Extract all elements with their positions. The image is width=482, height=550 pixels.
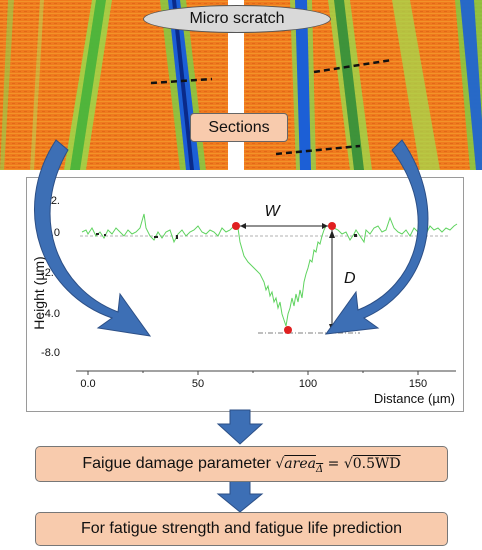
profile-chart: +2. +0.0 -2.0 -4.0 -8.0 Height (µm) 0.0 … <box>31 195 458 406</box>
left-edge-marker <box>232 222 240 230</box>
y-tick: -4.0 <box>41 308 60 320</box>
prediction-text: For fatigue strength and fatigue life pr… <box>80 520 403 537</box>
right-curved-arrow <box>324 139 429 335</box>
x-tick: 50 <box>192 378 204 390</box>
damage-parameter-box: Faigue damage parameter √areaΔ = √0.5WD <box>35 446 448 482</box>
y-tick: -8.0 <box>41 347 60 359</box>
right-edge-marker <box>328 222 336 230</box>
height-profile-line <box>81 213 458 327</box>
sections-label: Sections <box>190 113 288 142</box>
x-axis-label: Distance (µm) <box>374 391 455 406</box>
x-tick: 0.0 <box>80 378 95 390</box>
prediction-box: For fatigue strength and fatigue life pr… <box>35 512 448 546</box>
left-curved-arrow <box>34 139 152 337</box>
down-arrow-1 <box>216 409 264 445</box>
width-label: W <box>264 203 281 220</box>
damage-parameter-text: Faigue damage parameter <box>82 455 271 472</box>
x-tick: 150 <box>409 378 427 390</box>
bottom-marker <box>284 326 292 334</box>
damage-parameter-formula: √areaΔ = √0.5WD <box>275 456 401 475</box>
micro-scratch-label: Micro scratch <box>143 5 331 33</box>
x-ticks <box>87 371 419 375</box>
depth-label: D <box>344 270 356 287</box>
down-arrow-2 <box>216 479 264 513</box>
x-tick: 100 <box>299 378 317 390</box>
profile-noise-marks <box>96 233 357 239</box>
y-axis-label: Height (µm) <box>31 256 47 329</box>
